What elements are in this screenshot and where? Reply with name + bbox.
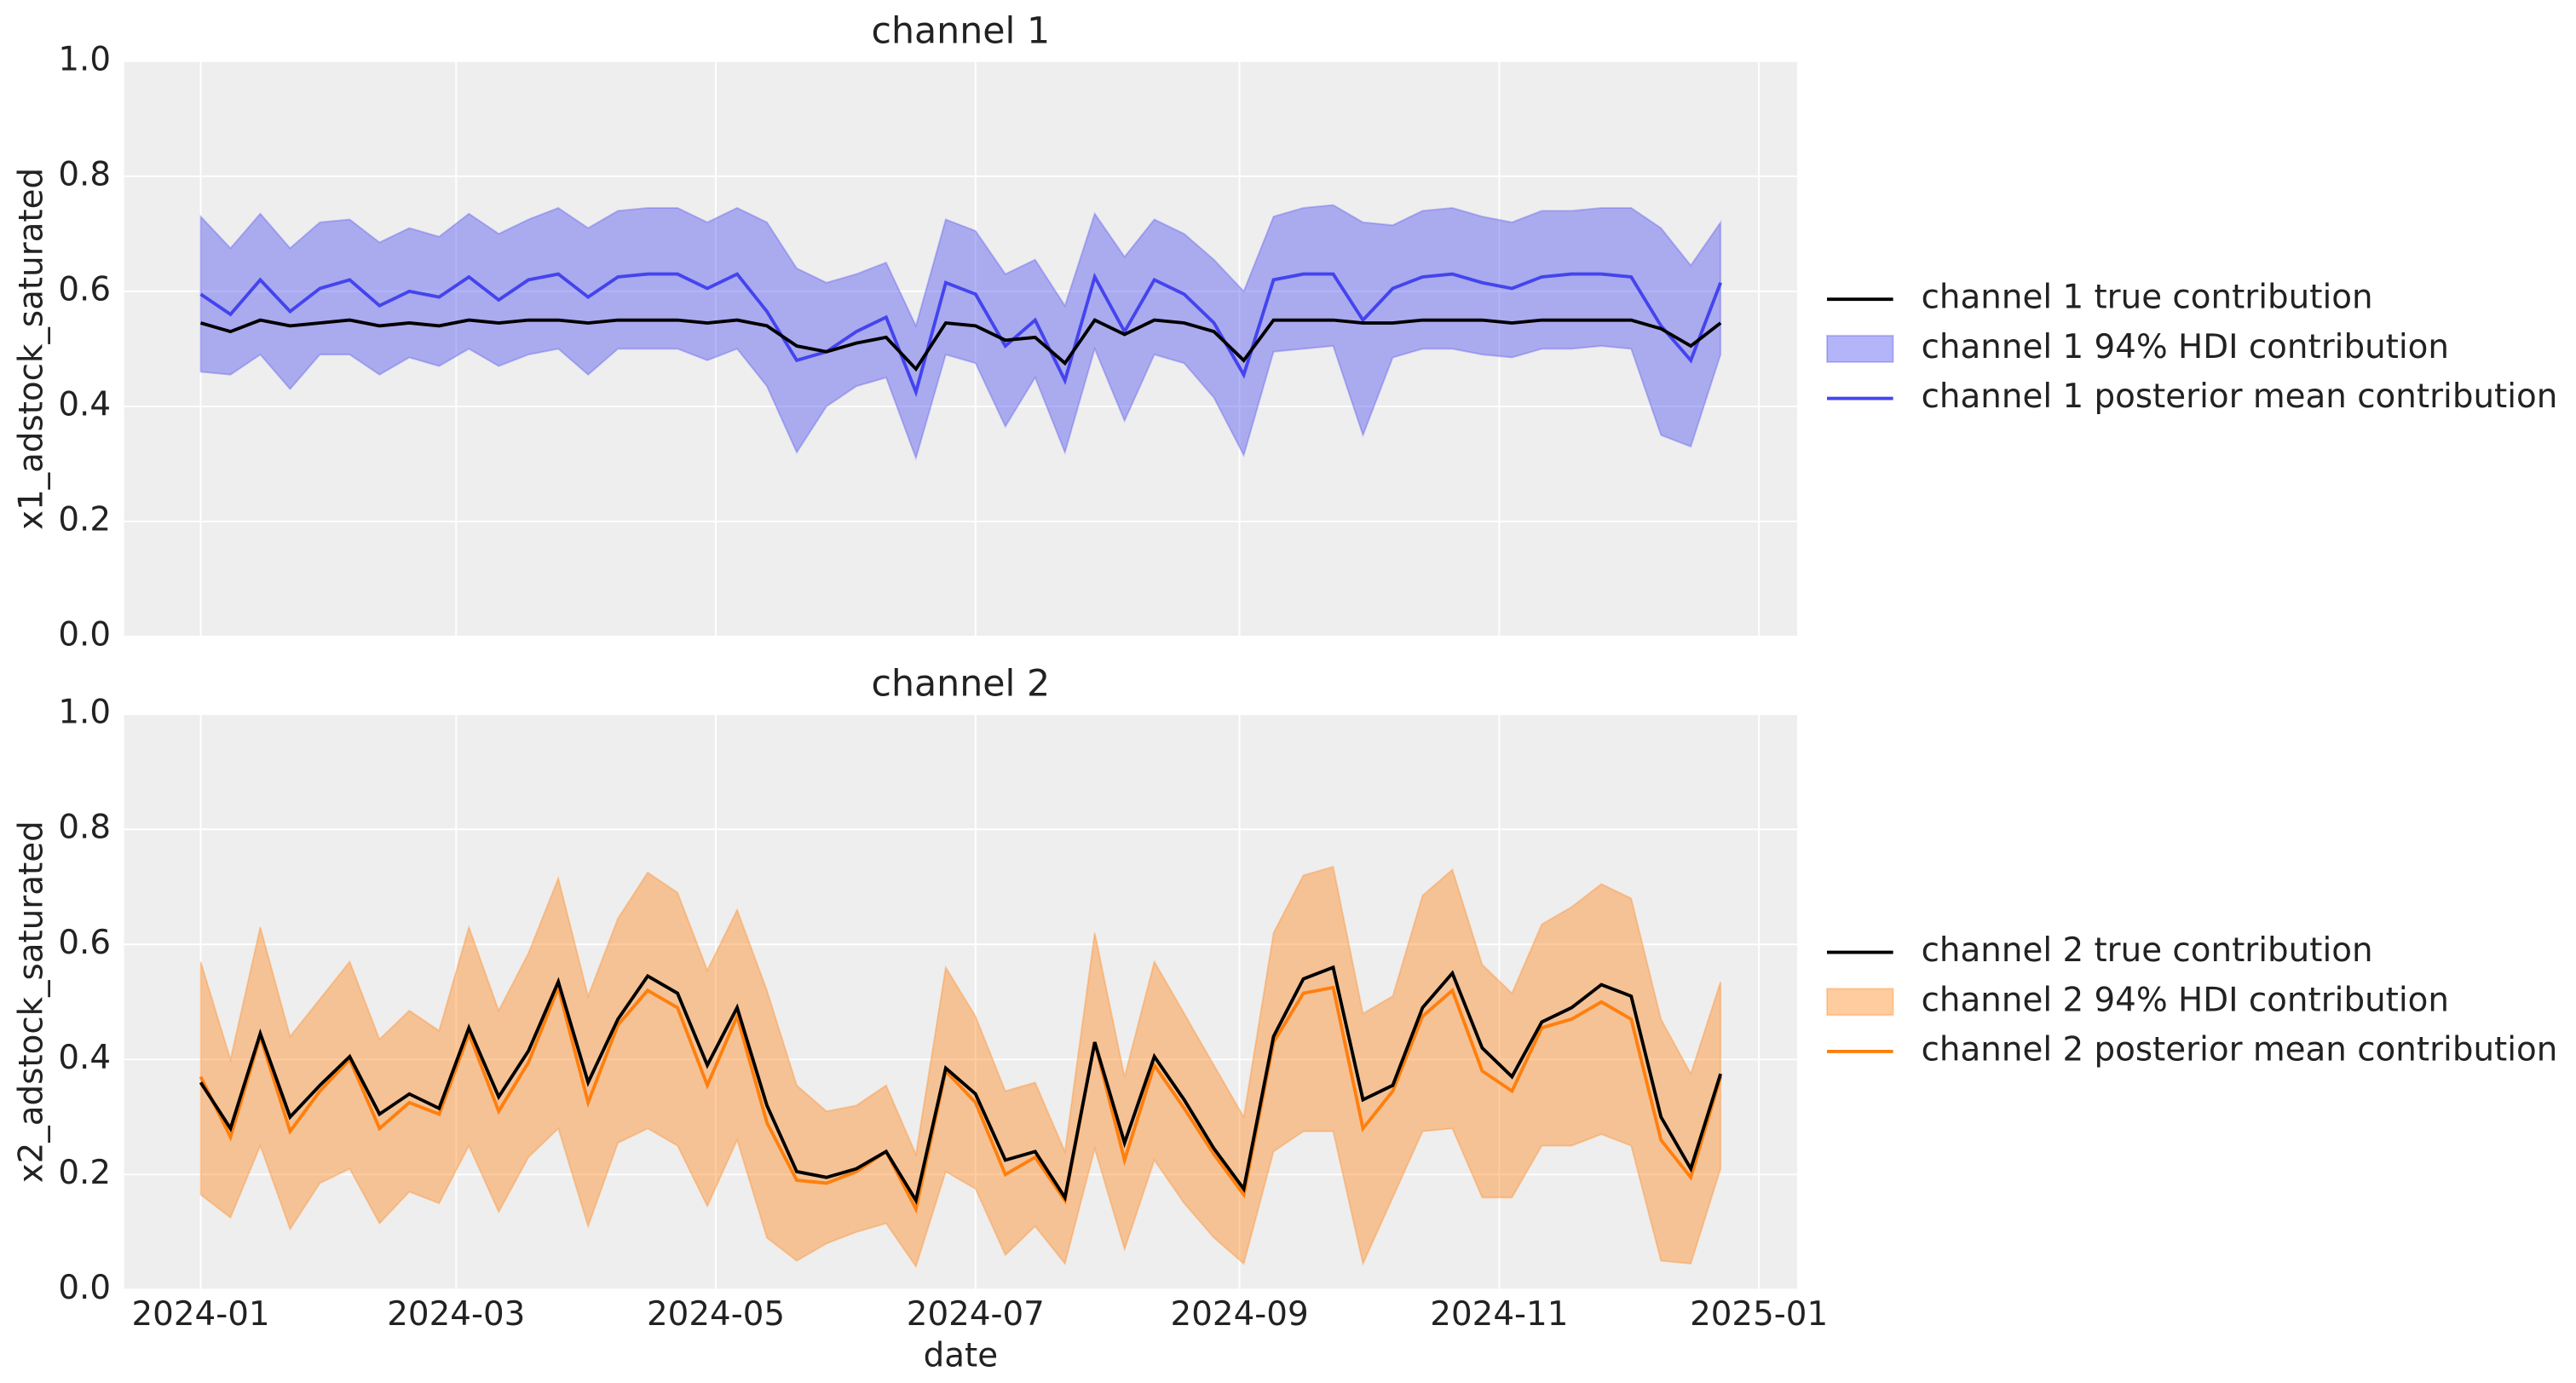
legend-swatch xyxy=(1826,334,1894,363)
y-tick-label: 1.0 xyxy=(58,694,111,732)
plot-area xyxy=(124,61,1798,637)
hdi-band xyxy=(199,204,1722,461)
legend-label: channel 1 94% HDI contribution xyxy=(1922,328,2449,366)
x-tick-label: 2024-07 xyxy=(907,1295,1045,1334)
chart-title: channel 2 xyxy=(872,663,1051,706)
series-line xyxy=(199,982,1723,1214)
y-axis-label: x2_adstock_saturated xyxy=(12,821,50,1183)
x-tick-label: 2024-09 xyxy=(1171,1295,1309,1334)
x-tick-label: 2024-01 xyxy=(131,1295,269,1334)
y-tick-label: 0.6 xyxy=(58,270,111,308)
legend-swatch xyxy=(1826,988,1894,1017)
series-line xyxy=(199,272,1722,398)
y-tick-label: 1.0 xyxy=(58,40,111,78)
series-line xyxy=(199,965,1723,1205)
y-tick-label: 0.2 xyxy=(58,1154,111,1192)
legend-label: channel 2 true contribution xyxy=(1922,931,2373,970)
x-tick-label: 2024-05 xyxy=(647,1295,785,1334)
chart-title: channel 1 xyxy=(872,9,1051,52)
series-line xyxy=(199,318,1722,372)
y-tick-label: 0.8 xyxy=(58,155,111,193)
x-tick-label: 2025-01 xyxy=(1690,1295,1828,1334)
y-tick-label: 0.6 xyxy=(58,924,111,962)
x-tick-label: 2024-03 xyxy=(387,1295,525,1334)
x-tick-label: 2024-11 xyxy=(1430,1295,1568,1334)
legend-label: channel 2 posterior mean contribution xyxy=(1922,1030,2558,1069)
hdi-band xyxy=(199,865,1722,1269)
y-axis-label: x1_adstock_saturated xyxy=(12,168,50,530)
legend-label: channel 1 true contribution xyxy=(1922,279,2373,317)
legend-label: channel 2 94% HDI contribution xyxy=(1922,981,2449,1019)
plot-area xyxy=(124,714,1798,1290)
y-tick-label: 0.4 xyxy=(58,1039,111,1077)
legend-label: channel 1 posterior mean contribution xyxy=(1922,377,2558,416)
y-tick-label: 0.2 xyxy=(58,500,111,539)
y-tick-label: 0.0 xyxy=(58,1269,111,1307)
y-tick-label: 0.0 xyxy=(58,615,111,654)
x-axis-label: date xyxy=(924,1336,998,1374)
y-tick-label: 0.4 xyxy=(58,385,111,424)
y-tick-label: 0.8 xyxy=(58,809,111,847)
